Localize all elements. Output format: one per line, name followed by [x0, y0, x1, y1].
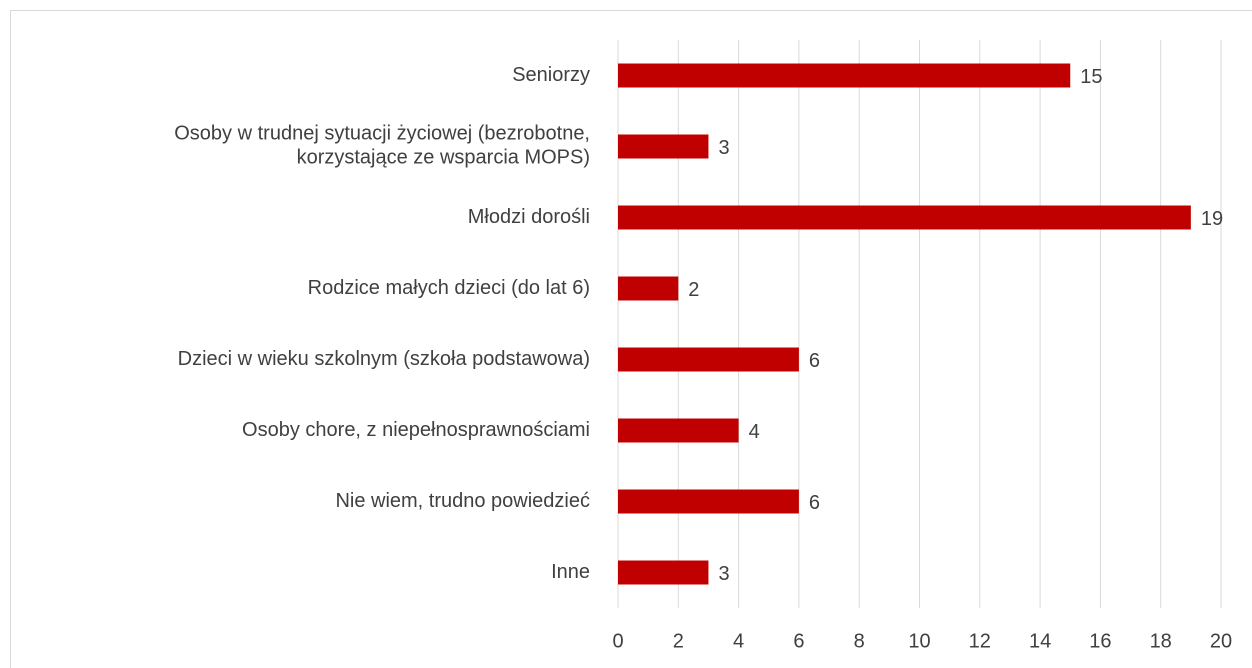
- x-tick-label: 12: [969, 630, 991, 652]
- bar: [618, 347, 799, 372]
- x-tick-label: 6: [793, 630, 804, 652]
- x-tick-label: 4: [733, 630, 744, 652]
- y-tick-label: Dzieci w wieku szkolnym (szkoła podstawo…: [178, 348, 590, 370]
- data-label: 3: [718, 563, 729, 585]
- y-tick-label: Rodzice małych dzieci (do lat 6): [308, 277, 590, 299]
- x-tick-label: 2: [673, 630, 684, 652]
- bar: [618, 418, 739, 443]
- x-tick-label: 16: [1089, 630, 1111, 652]
- y-tick-label: Osoby w trudnej sytuacji życiowej (bezro…: [174, 123, 590, 169]
- x-tick-label: 8: [854, 630, 865, 652]
- y-tick-label: Seniorzy: [512, 64, 590, 86]
- bar: [618, 489, 799, 514]
- y-tick-label: Nie wiem, trudno powiedzieć: [335, 490, 590, 512]
- data-label: 2: [688, 279, 699, 301]
- y-tick-label: Inne: [551, 561, 590, 583]
- bar: [618, 134, 709, 159]
- x-tick-label: 10: [908, 630, 930, 652]
- data-label: 4: [749, 421, 760, 443]
- bar: [618, 560, 709, 585]
- data-label: 15: [1080, 66, 1102, 88]
- x-tick-label: 18: [1150, 630, 1172, 652]
- x-tick-label: 20: [1210, 630, 1232, 652]
- chart-frame: [10, 10, 1252, 668]
- data-label: 19: [1201, 208, 1223, 230]
- y-tick-label: Osoby chore, z niepełnosprawnościami: [242, 419, 590, 441]
- x-tick-label: 0: [612, 630, 623, 652]
- data-label: 6: [809, 492, 820, 514]
- data-label: 6: [809, 350, 820, 372]
- bar: [618, 63, 1071, 88]
- bar: [618, 276, 679, 301]
- y-tick-label: Młodzi dorośli: [468, 206, 590, 228]
- data-label: 3: [718, 137, 729, 159]
- x-tick-label: 14: [1029, 630, 1051, 652]
- bar: [618, 205, 1191, 230]
